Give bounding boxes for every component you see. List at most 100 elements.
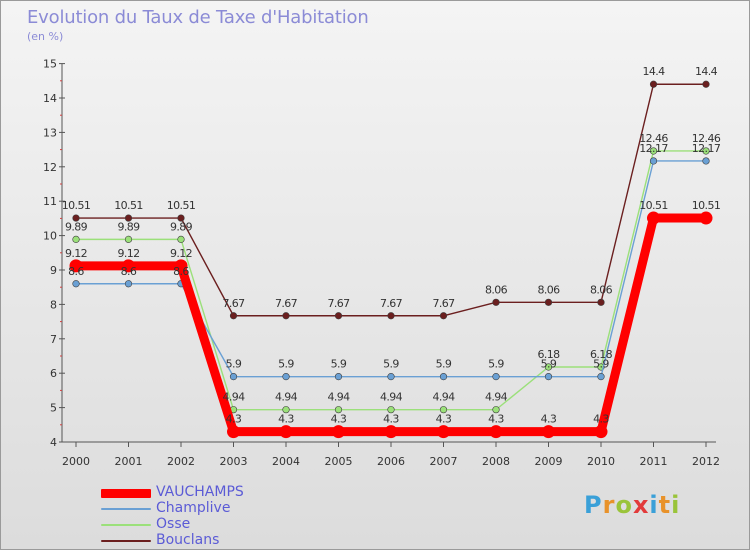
data-label-champlive: 8.6 bbox=[121, 265, 137, 278]
legend-label-vauchamps: VAUCHAMPS bbox=[156, 484, 244, 500]
data-point-bouclans bbox=[72, 214, 80, 222]
x-tick-label: 2001 bbox=[115, 455, 143, 468]
data-label-vauchamps: 10.51 bbox=[692, 199, 721, 212]
data-label-vauchamps: 9.12 bbox=[117, 247, 139, 260]
data-point-champlive bbox=[492, 373, 500, 381]
data-point-vauchamps bbox=[384, 425, 398, 439]
data-label-vauchamps: 10.51 bbox=[639, 199, 668, 212]
chart-unit-label: (en %) bbox=[27, 30, 64, 43]
data-label-osse: 4.94 bbox=[380, 391, 403, 404]
data-label-osse: 6.18 bbox=[590, 348, 613, 361]
data-label-bouclans: 10.51 bbox=[114, 199, 143, 212]
data-point-bouclans bbox=[124, 214, 133, 222]
data-label-vauchamps: 4.3 bbox=[278, 413, 294, 426]
legend-swatch-champlive bbox=[101, 508, 151, 510]
data-point-champlive bbox=[439, 373, 448, 381]
y-tick-label: 11 bbox=[43, 195, 57, 208]
legend-label-champlive: Champlive bbox=[156, 500, 231, 516]
y-tick-label: 6 bbox=[50, 367, 57, 380]
x-tick-label: 2006 bbox=[377, 455, 405, 468]
data-label-bouclans: 14.4 bbox=[695, 65, 718, 78]
y-tick-label: 9 bbox=[50, 264, 57, 277]
x-tick-label: 2000 bbox=[62, 455, 90, 468]
data-label-vauchamps: 4.3 bbox=[226, 413, 242, 426]
data-label-champlive: 5.9 bbox=[278, 358, 294, 371]
x-tick-label: 2003 bbox=[220, 455, 248, 468]
data-point-vauchamps bbox=[647, 211, 660, 225]
x-tick-label: 2002 bbox=[167, 455, 195, 468]
data-point-champlive bbox=[702, 157, 710, 165]
data-point-champlive bbox=[597, 373, 605, 381]
x-tick-label: 2010 bbox=[587, 455, 615, 468]
data-point-osse bbox=[387, 406, 395, 414]
data-label-champlive: 12.17 bbox=[692, 142, 721, 155]
data-label-bouclans: 7.67 bbox=[275, 297, 298, 310]
data-point-bouclans bbox=[334, 312, 343, 320]
legend-label-bouclans: Bouclans bbox=[156, 532, 220, 548]
data-label-vauchamps: 4.3 bbox=[331, 413, 347, 426]
data-point-champlive bbox=[544, 373, 553, 381]
data-point-vauchamps bbox=[122, 259, 135, 273]
data-label-vauchamps: 4.3 bbox=[488, 413, 504, 426]
data-point-champlive bbox=[649, 157, 658, 165]
logo-letter: t bbox=[658, 491, 672, 519]
data-point-bouclans bbox=[544, 298, 553, 306]
chart-title: Evolution du Taux de Taxe d'Habitation bbox=[27, 7, 369, 28]
data-point-vauchamps bbox=[174, 259, 188, 273]
data-label-champlive: 5.9 bbox=[436, 358, 452, 371]
data-label-vauchamps: 4.3 bbox=[436, 413, 452, 426]
y-tick-label: 13 bbox=[43, 126, 57, 139]
legend-swatch-osse bbox=[101, 524, 151, 526]
data-label-osse: 9.89 bbox=[170, 220, 193, 233]
data-point-bouclans bbox=[282, 312, 290, 320]
data-label-osse: 4.94 bbox=[432, 391, 455, 404]
data-point-bouclans bbox=[387, 312, 395, 320]
data-point-bouclans bbox=[597, 298, 605, 306]
data-label-osse: 4.94 bbox=[327, 391, 350, 404]
data-point-champlive bbox=[282, 373, 290, 381]
x-tick-label: 2008 bbox=[482, 455, 510, 468]
data-point-vauchamps bbox=[437, 425, 450, 439]
data-point-champlive bbox=[334, 373, 343, 381]
y-tick-label: 10 bbox=[43, 230, 57, 243]
data-label-vauchamps: 4.3 bbox=[383, 413, 399, 426]
y-tick-label: 7 bbox=[50, 333, 57, 346]
data-point-vauchamps bbox=[699, 211, 713, 225]
y-tick-label: 14 bbox=[43, 92, 57, 105]
data-point-champlive bbox=[124, 280, 133, 288]
data-point-vauchamps bbox=[279, 425, 293, 439]
data-point-osse bbox=[282, 406, 290, 414]
data-label-champlive: 5.9 bbox=[226, 358, 242, 371]
data-label-champlive: 8.6 bbox=[173, 265, 189, 278]
data-label-bouclans: 7.67 bbox=[432, 297, 455, 310]
x-tick-label: 2012 bbox=[692, 455, 720, 468]
data-label-vauchamps: 9.12 bbox=[170, 247, 192, 260]
data-label-osse: 4.94 bbox=[222, 391, 245, 404]
data-point-champlive bbox=[72, 280, 80, 288]
x-tick-label: 2011 bbox=[640, 455, 668, 468]
data-point-bouclans bbox=[177, 214, 185, 222]
data-label-vauchamps: 4.3 bbox=[541, 413, 557, 426]
data-label-bouclans: 7.67 bbox=[380, 297, 403, 310]
data-point-osse bbox=[702, 147, 710, 155]
data-point-vauchamps bbox=[489, 425, 503, 439]
data-label-bouclans: 7.67 bbox=[222, 297, 245, 310]
data-label-vauchamps: 9.12 bbox=[65, 247, 87, 260]
y-tick-label: 12 bbox=[43, 161, 57, 174]
data-point-bouclans bbox=[649, 80, 658, 88]
logo-letter: o bbox=[615, 491, 633, 519]
data-label-champlive: 5.9 bbox=[488, 358, 504, 371]
data-point-vauchamps bbox=[227, 425, 240, 439]
data-point-osse bbox=[124, 235, 133, 243]
data-point-osse bbox=[544, 363, 553, 371]
data-label-osse: 6.18 bbox=[537, 348, 560, 361]
data-label-bouclans: 7.67 bbox=[327, 297, 350, 310]
data-label-champlive: 5.9 bbox=[593, 358, 609, 371]
x-tick-label: 2009 bbox=[535, 455, 563, 468]
y-tick-label: 4 bbox=[50, 436, 57, 449]
x-tick-label: 2005 bbox=[325, 455, 353, 468]
data-label-bouclans: 8.06 bbox=[485, 283, 508, 296]
legend-swatch-vauchamps bbox=[101, 489, 151, 498]
data-label-osse: 12.46 bbox=[692, 132, 721, 145]
